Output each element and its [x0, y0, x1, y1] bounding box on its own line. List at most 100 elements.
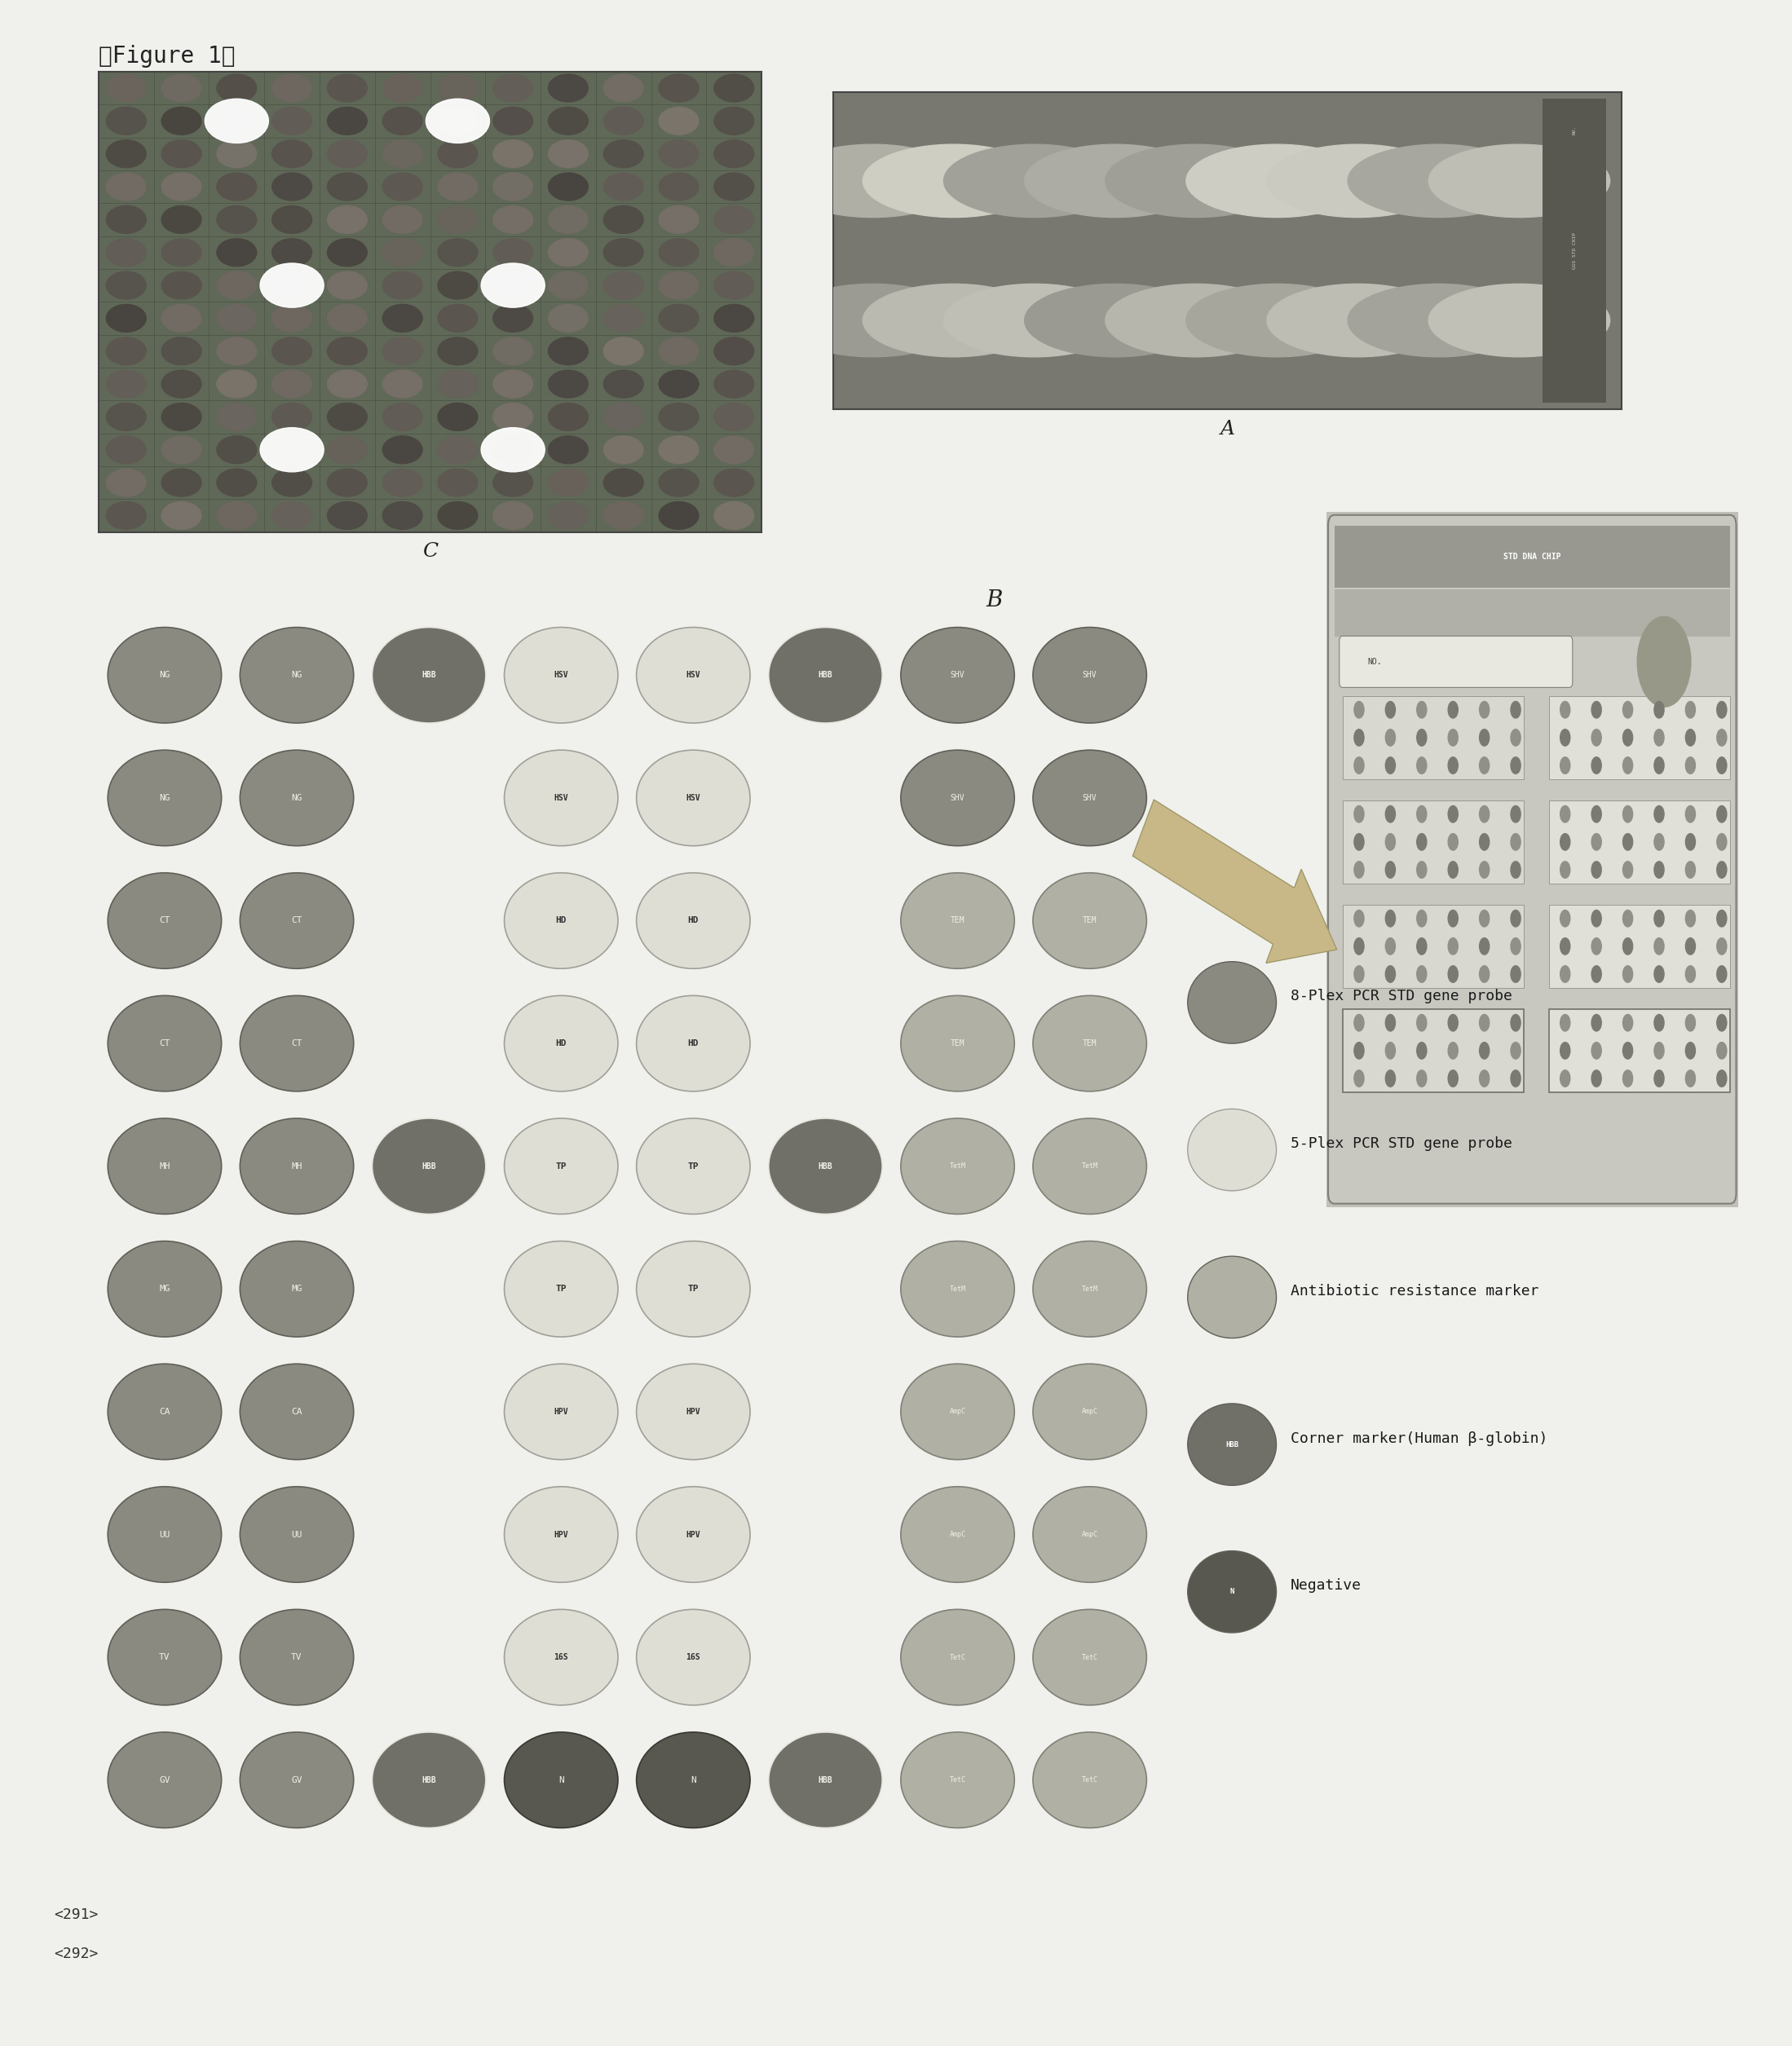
Circle shape — [1686, 861, 1695, 878]
Circle shape — [548, 172, 588, 201]
Circle shape — [1385, 966, 1396, 982]
Circle shape — [217, 501, 256, 530]
Circle shape — [1686, 910, 1695, 927]
Text: HBB: HBB — [819, 671, 833, 679]
Circle shape — [1638, 616, 1692, 708]
Ellipse shape — [636, 1119, 751, 1213]
Ellipse shape — [504, 751, 618, 845]
Circle shape — [1511, 861, 1521, 878]
Circle shape — [493, 338, 532, 364]
Ellipse shape — [1032, 628, 1147, 722]
Bar — [1342, 904, 1523, 988]
Circle shape — [1654, 1015, 1665, 1031]
Circle shape — [217, 239, 256, 266]
Circle shape — [604, 338, 643, 364]
Circle shape — [106, 239, 147, 266]
Ellipse shape — [1032, 1487, 1147, 1582]
Circle shape — [1480, 757, 1489, 773]
Text: HBB: HBB — [1226, 1440, 1238, 1449]
Circle shape — [437, 207, 478, 233]
Circle shape — [382, 469, 423, 497]
Ellipse shape — [504, 1365, 618, 1459]
Circle shape — [437, 436, 478, 464]
Ellipse shape — [769, 628, 882, 722]
Ellipse shape — [636, 1610, 751, 1704]
Circle shape — [659, 370, 699, 397]
Circle shape — [106, 207, 147, 233]
Circle shape — [1717, 833, 1727, 851]
Text: GV: GV — [159, 1776, 170, 1784]
Circle shape — [1417, 806, 1426, 822]
Text: MG: MG — [292, 1285, 303, 1293]
Circle shape — [944, 145, 1125, 217]
Circle shape — [382, 370, 423, 397]
Circle shape — [1654, 833, 1665, 851]
Text: TP: TP — [556, 1285, 566, 1293]
Circle shape — [272, 74, 312, 102]
Text: TetM: TetM — [1082, 1285, 1098, 1293]
Circle shape — [1717, 1015, 1727, 1031]
Circle shape — [1348, 145, 1529, 217]
Circle shape — [161, 207, 201, 233]
Circle shape — [1448, 1015, 1459, 1031]
Bar — [1548, 904, 1729, 988]
Circle shape — [604, 139, 643, 168]
Ellipse shape — [1032, 1242, 1147, 1336]
Ellipse shape — [901, 1487, 1014, 1582]
Circle shape — [217, 74, 256, 102]
Circle shape — [1654, 861, 1665, 878]
Circle shape — [437, 370, 478, 397]
Circle shape — [1654, 1041, 1665, 1060]
Circle shape — [713, 74, 754, 102]
Text: CT: CT — [292, 1039, 303, 1048]
Circle shape — [437, 272, 478, 299]
Ellipse shape — [901, 1242, 1014, 1336]
Circle shape — [217, 436, 256, 464]
Circle shape — [437, 239, 478, 266]
Circle shape — [1355, 861, 1364, 878]
Circle shape — [217, 139, 256, 168]
Circle shape — [493, 305, 532, 331]
Text: N: N — [690, 1776, 695, 1784]
Ellipse shape — [240, 628, 353, 722]
Circle shape — [604, 403, 643, 432]
Circle shape — [1717, 702, 1727, 718]
Circle shape — [1591, 966, 1602, 982]
Circle shape — [1480, 1070, 1489, 1086]
Circle shape — [437, 106, 478, 135]
Circle shape — [217, 469, 256, 497]
Circle shape — [1717, 1041, 1727, 1060]
Circle shape — [1511, 728, 1521, 747]
Ellipse shape — [901, 874, 1014, 968]
Circle shape — [548, 370, 588, 397]
Circle shape — [1686, 1041, 1695, 1060]
Text: UU: UU — [159, 1530, 170, 1539]
Circle shape — [604, 239, 643, 266]
Ellipse shape — [108, 751, 222, 845]
Circle shape — [1717, 1070, 1727, 1086]
Ellipse shape — [108, 1610, 222, 1704]
Circle shape — [161, 338, 201, 364]
Circle shape — [1561, 833, 1570, 851]
Circle shape — [1591, 937, 1602, 955]
Text: MH: MH — [159, 1162, 170, 1170]
Bar — [1335, 526, 1729, 587]
Ellipse shape — [240, 1733, 353, 1827]
Circle shape — [493, 239, 532, 266]
Circle shape — [493, 207, 532, 233]
Circle shape — [1591, 1070, 1602, 1086]
Ellipse shape — [636, 1733, 751, 1827]
Circle shape — [382, 436, 423, 464]
Ellipse shape — [373, 1119, 486, 1213]
Circle shape — [1686, 833, 1695, 851]
Text: HD: HD — [688, 1039, 699, 1048]
Circle shape — [161, 74, 201, 102]
Ellipse shape — [1032, 1365, 1147, 1459]
Circle shape — [1355, 910, 1364, 927]
Circle shape — [1654, 702, 1665, 718]
Ellipse shape — [769, 1733, 882, 1827]
FancyBboxPatch shape — [1339, 636, 1573, 687]
Text: HSV: HSV — [554, 794, 568, 802]
Circle shape — [1480, 861, 1489, 878]
Circle shape — [1654, 1070, 1665, 1086]
